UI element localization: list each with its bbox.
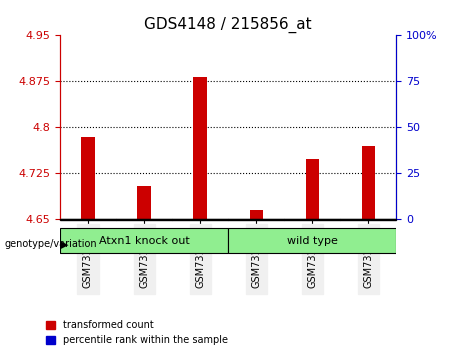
Bar	[116, 219, 172, 220]
Bar	[362, 146, 375, 219]
FancyBboxPatch shape	[60, 228, 228, 253]
Text: Atxn1 knock out: Atxn1 knock out	[99, 236, 189, 246]
Bar	[137, 186, 151, 219]
Bar	[284, 219, 340, 220]
Text: ▶: ▶	[60, 239, 68, 249]
Bar	[306, 159, 319, 219]
Bar	[228, 219, 284, 220]
Bar	[194, 77, 207, 219]
Title: GDS4148 / 215856_at: GDS4148 / 215856_at	[144, 16, 312, 33]
Bar	[172, 219, 228, 220]
Text: wild type: wild type	[287, 236, 338, 246]
Bar	[81, 137, 95, 219]
Bar	[60, 219, 116, 220]
Bar	[340, 219, 396, 220]
Legend: transformed count, percentile rank within the sample: transformed count, percentile rank withi…	[42, 316, 232, 349]
FancyBboxPatch shape	[228, 228, 396, 253]
Text: genotype/variation: genotype/variation	[5, 239, 97, 249]
Bar	[249, 210, 263, 219]
